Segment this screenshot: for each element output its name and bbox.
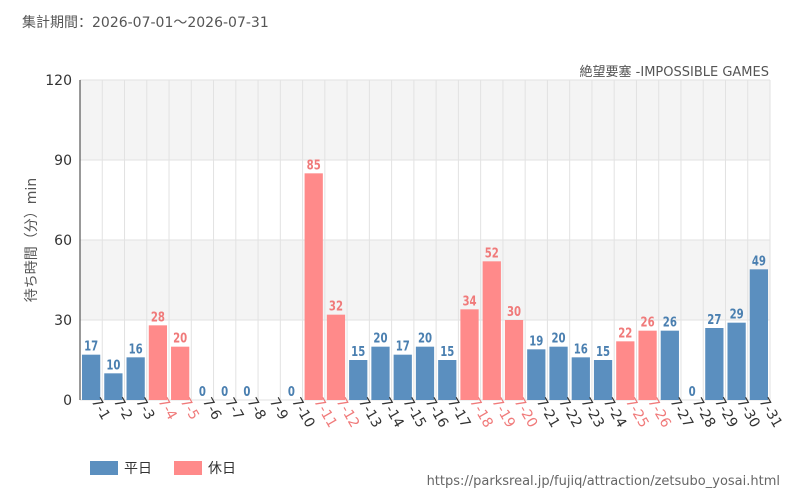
bar-value-label: 0 <box>689 384 696 400</box>
bar-value-label: 17 <box>84 338 98 354</box>
bar-value-label: 17 <box>396 338 410 354</box>
bar-value-label: 52 <box>485 245 499 261</box>
bar <box>104 373 123 400</box>
bar <box>727 322 746 400</box>
plot-band <box>80 160 770 240</box>
bar <box>749 269 768 400</box>
y-tick-label: 90 <box>54 153 72 169</box>
period-label: 集計期間：2026-07-01～2026-07-31 <box>22 15 269 31</box>
bar <box>393 354 412 400</box>
bar-value-label: 28 <box>151 309 165 325</box>
bar <box>527 349 546 400</box>
bar-value-label: 26 <box>663 314 677 330</box>
chart-title: 絶望要塞 -IMPOSSIBLE GAMES <box>579 65 769 80</box>
bar <box>82 354 101 400</box>
bar-value-label: 20 <box>173 330 187 346</box>
bar <box>638 330 657 400</box>
bar-value-label: 0 <box>243 384 250 400</box>
bar-value-label: 20 <box>373 330 387 346</box>
plot-band <box>80 240 770 320</box>
y-tick-label: 60 <box>54 233 72 249</box>
bar <box>660 330 679 400</box>
bar-value-label: 16 <box>129 341 143 357</box>
bar-value-label: 26 <box>641 314 655 330</box>
bar-value-label: 27 <box>707 312 721 328</box>
bar <box>460 309 479 400</box>
legend-label-holiday: 休日 <box>208 461 236 477</box>
y-tick-label: 30 <box>54 313 72 329</box>
bar-value-label: 29 <box>730 306 744 322</box>
bar-value-label: 19 <box>529 333 543 349</box>
bar-value-label: 15 <box>440 344 454 360</box>
plot-band <box>80 80 770 160</box>
bar-value-label: 0 <box>288 384 295 400</box>
bar <box>571 357 590 400</box>
bar <box>349 360 368 400</box>
legend: 平日 休日 <box>90 458 258 478</box>
legend-label-weekday: 平日 <box>124 461 152 477</box>
bar-value-label: 0 <box>221 384 228 400</box>
bar <box>504 320 524 400</box>
bar <box>438 360 457 400</box>
bar <box>593 360 613 400</box>
bar <box>326 314 346 400</box>
y-axis-label: 待ち時間（分）min <box>24 178 40 302</box>
bar-value-label: 10 <box>106 357 120 373</box>
bar-value-label: 30 <box>507 304 521 320</box>
bar <box>549 346 568 400</box>
bar-value-label: 49 <box>752 253 766 269</box>
bar <box>705 328 724 400</box>
bar-value-label: 20 <box>418 330 432 346</box>
bar-value-label: 15 <box>596 344 610 360</box>
bar-value-label: 0 <box>199 384 206 400</box>
y-tick-label: 120 <box>45 73 72 89</box>
bar <box>482 261 501 400</box>
legend-swatch-holiday <box>174 461 202 475</box>
bar <box>616 341 635 400</box>
legend-swatch-weekday <box>90 461 118 475</box>
bar <box>415 346 435 400</box>
bar-value-label: 20 <box>552 330 566 346</box>
bar-value-label: 34 <box>462 293 476 309</box>
bar <box>126 357 145 400</box>
bar-value-label: 15 <box>351 344 365 360</box>
bar-value-label: 32 <box>329 298 343 314</box>
bar <box>148 325 168 400</box>
bar <box>171 346 190 400</box>
legend-item-weekday: 平日 <box>90 458 152 478</box>
x-tick-label: 7-31 <box>755 395 785 431</box>
legend-item-holiday: 休日 <box>174 458 236 478</box>
bar-value-label: 85 <box>307 157 321 173</box>
source-url[interactable]: https://parksreal.jp/fujiq/attraction/ze… <box>426 474 780 489</box>
y-tick-label: 0 <box>63 393 72 409</box>
bar-value-label: 22 <box>618 325 632 341</box>
bar <box>371 346 390 400</box>
bar-value-label: 16 <box>574 341 588 357</box>
bar <box>304 173 323 400</box>
